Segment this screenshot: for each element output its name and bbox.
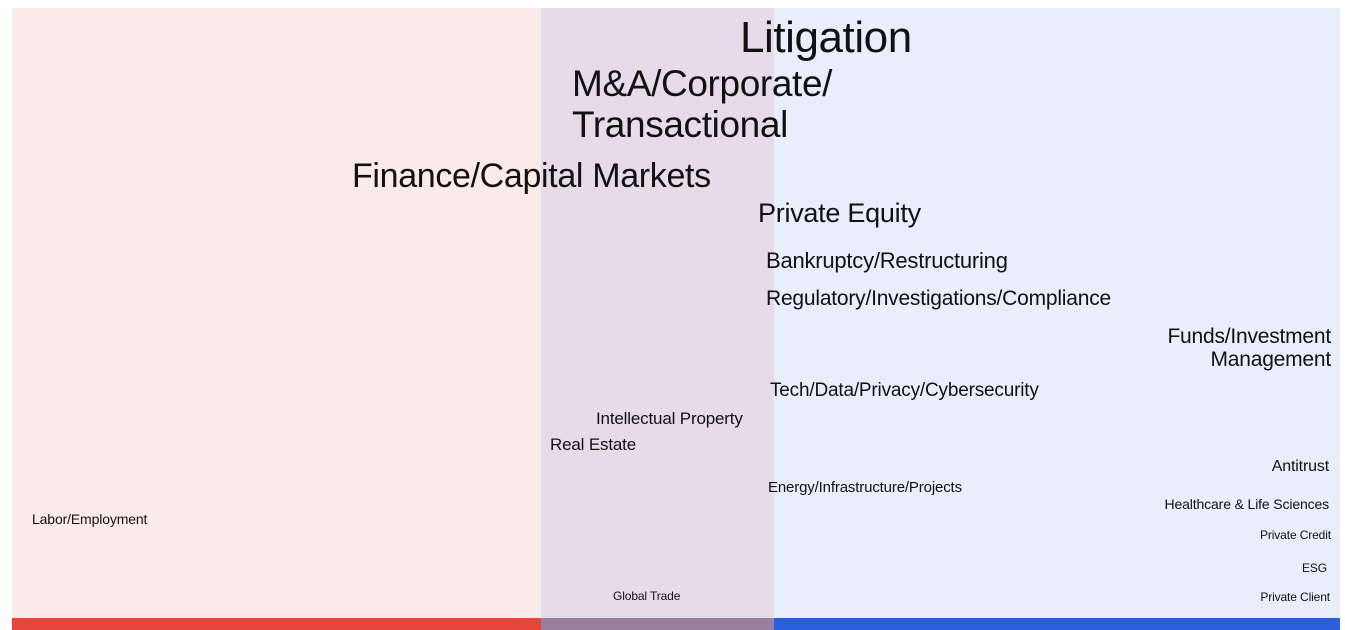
left-zone — [12, 8, 541, 618]
right-bar — [774, 618, 1340, 630]
practice-area-label: Management — [1210, 348, 1332, 372]
practice-area: ESG — [1302, 561, 1327, 575]
practice-area-label: Intellectual Property — [596, 409, 743, 428]
practice-area-label: Regulatory/Investigations/Compliance — [766, 287, 1111, 310]
practice-area-label: Litigation — [740, 13, 912, 62]
practice-area-label: Antitrust — [1271, 458, 1329, 475]
practice-area: Healthcare & Life Sciences — [1164, 496, 1330, 512]
practice-area: Energy/Infrastructure/Projects — [768, 479, 962, 497]
practice-area-label: Private Equity — [758, 198, 921, 228]
practice-area-label: Private Credit — [1259, 528, 1331, 542]
practice-area: Labor/Employment — [32, 511, 148, 527]
left-bar — [12, 618, 541, 630]
practice-area-label: Private Client — [1260, 590, 1330, 604]
practice-area: Finance/Capital Markets — [352, 157, 711, 195]
practice-area: Regulatory/Investigations/Compliance — [766, 287, 1111, 310]
practice-area: Intellectual Property — [596, 409, 743, 429]
practice-area: M&A/Corporate/Transactional — [572, 63, 833, 145]
overlap-bar — [541, 618, 774, 630]
practice-area: Real Estate — [550, 435, 637, 455]
practice-area-label: M&A/Corporate/ — [572, 63, 833, 104]
practice-area-label: Energy/Infrastructure/Projects — [768, 479, 962, 496]
practice-area: Private Client — [1260, 590, 1330, 604]
right-zone — [774, 8, 1340, 618]
practice-area-label: Global Trade — [613, 589, 681, 603]
practice-area: Antitrust — [1272, 458, 1329, 476]
practice-area: Private Credit — [1259, 528, 1331, 542]
practice-area: Private Equity — [758, 198, 921, 229]
practice-area-label: Healthcare & Life Sciences — [1164, 496, 1330, 512]
practice-area-label: Bankruptcy/Restructuring — [766, 248, 1008, 273]
practice-area: Bankruptcy/Restructuring — [766, 248, 1008, 273]
practice-area-label: Real Estate — [550, 435, 637, 454]
practice-area: Global Trade — [613, 589, 681, 603]
practice-area-label: Funds/Investment — [1167, 325, 1331, 348]
practice-area-label: ESG — [1302, 561, 1327, 575]
practice-area-label: Labor/Employment — [32, 511, 148, 527]
practice-area: Tech/Data/Privacy/Cybersecurity — [770, 380, 1039, 402]
practice-area: Litigation — [740, 13, 912, 62]
overlap-zone — [541, 8, 774, 618]
practice-area-label: Transactional — [572, 103, 788, 145]
practice-area-label: Tech/Data/Privacy/Cybersecurity — [770, 380, 1039, 401]
practice-area: Funds/Investment Management — [1167, 325, 1331, 371]
practice-area-label: Finance/Capital Markets — [352, 157, 711, 195]
